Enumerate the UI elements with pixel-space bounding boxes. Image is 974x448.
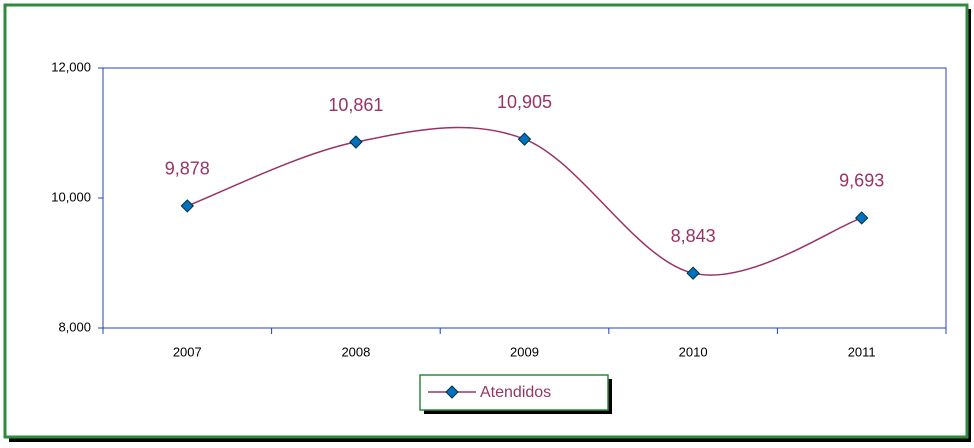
y-tick-label: 10,000 [51,189,91,204]
legend-label: Atendidos [480,384,551,401]
y-tick-label: 8,000 [58,319,91,334]
x-tick-label: 2011 [848,344,876,359]
y-tick-label: 12,000 [51,59,91,74]
data-label: 10,905 [497,92,552,112]
marker [517,132,532,146]
x-tick-label: 2009 [510,344,539,359]
data-label: 10,861 [328,95,383,115]
x-tick-label: 2010 [679,344,708,359]
x-tick-label: 2007 [173,344,202,359]
frame [3,3,969,439]
data-label: 8,843 [671,226,716,246]
marker [180,199,195,213]
legend-marker [445,385,459,399]
data-label: 9,878 [165,159,210,179]
marker [854,211,869,225]
x-tick-label: 2008 [341,344,370,359]
marker [686,266,700,280]
marker [349,135,363,149]
data-label: 9,693 [839,171,884,191]
